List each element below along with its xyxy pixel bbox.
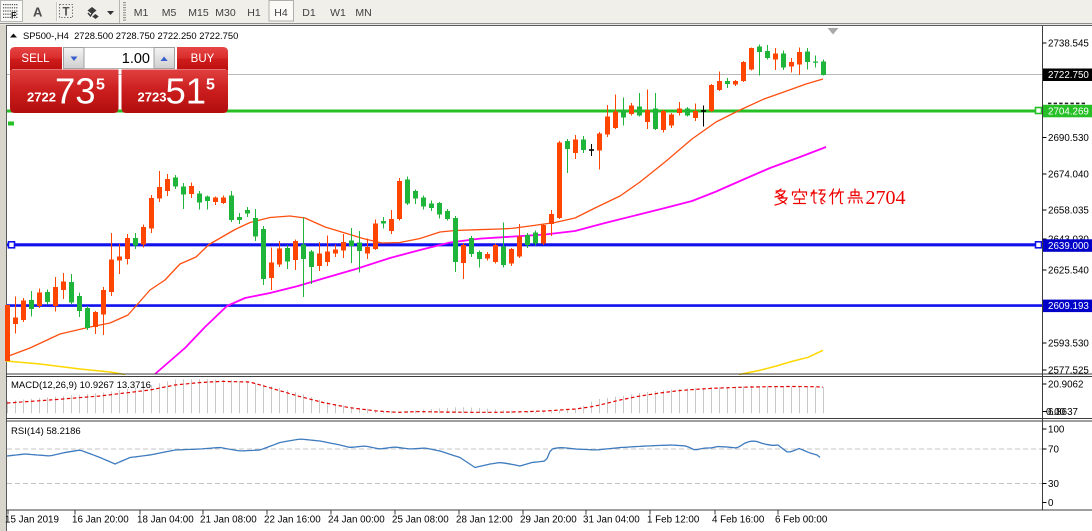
svg-text:2609.193: 2609.193	[1048, 301, 1089, 312]
svg-text:29 Jan 20:00: 29 Jan 20:00	[520, 515, 577, 526]
svg-text:M5: M5	[162, 7, 177, 19]
svg-text:21 Jan 08:00: 21 Jan 08:00	[200, 515, 257, 526]
svg-text:D1: D1	[302, 7, 316, 19]
svg-text:6.8637: 6.8637	[1048, 407, 1078, 418]
svg-text:M15: M15	[188, 7, 209, 19]
svg-text:5: 5	[96, 77, 105, 94]
svg-text:RSI(14) 58.2186: RSI(14) 58.2186	[11, 426, 81, 437]
svg-text:2690.530: 2690.530	[1048, 133, 1089, 144]
svg-text:4 Feb 16:00: 4 Feb 16:00	[712, 515, 765, 526]
svg-text:6 Feb 00:00: 6 Feb 00:00	[775, 515, 828, 526]
svg-text:2639.000: 2639.000	[1048, 241, 1089, 252]
svg-text:MN: MN	[355, 7, 371, 19]
svg-text:A: A	[33, 5, 43, 20]
svg-text:73: 73	[55, 71, 96, 112]
svg-text:MACD(12,26,9) 10.9267 13.3716: MACD(12,26,9) 10.9267 13.3716	[11, 380, 151, 391]
svg-text:24 Jan 00:00: 24 Jan 00:00	[328, 515, 385, 526]
svg-text:1.00: 1.00	[122, 51, 150, 67]
svg-text:2704: 2704	[866, 187, 906, 209]
svg-text:H4: H4	[274, 7, 288, 19]
svg-text:2704.269: 2704.269	[1048, 106, 1089, 117]
svg-text:2723: 2723	[138, 90, 167, 105]
svg-text:H1: H1	[247, 7, 261, 19]
svg-text:2658.035: 2658.035	[1048, 205, 1089, 216]
svg-text:31 Jan 04:00: 31 Jan 04:00	[583, 515, 640, 526]
svg-text:28 Jan 12:00: 28 Jan 12:00	[456, 515, 513, 526]
svg-text:0.00: 0.00	[1046, 407, 1066, 418]
svg-text:W1: W1	[330, 7, 346, 19]
svg-text:1 Feb 12:00: 1 Feb 12:00	[647, 515, 700, 526]
svg-text:2722: 2722	[27, 90, 56, 105]
svg-text:2593.530: 2593.530	[1048, 338, 1089, 349]
svg-text:70: 70	[1048, 444, 1059, 455]
svg-text:2674.040: 2674.040	[1048, 169, 1089, 180]
svg-text:SELL: SELL	[21, 53, 50, 65]
svg-text:30: 30	[1048, 479, 1059, 490]
svg-text:18 Jan 04:00: 18 Jan 04:00	[137, 515, 194, 526]
svg-text:0: 0	[1048, 498, 1054, 509]
svg-text:T: T	[63, 7, 70, 19]
svg-text:F: F	[11, 11, 17, 21]
svg-text:2625.540: 2625.540	[1048, 265, 1089, 276]
svg-text:M1: M1	[134, 7, 149, 19]
svg-text:16 Jan 20:00: 16 Jan 20:00	[72, 515, 129, 526]
svg-text:5: 5	[206, 77, 215, 94]
svg-text:M30: M30	[215, 7, 236, 19]
svg-text:22 Jan 16:00: 22 Jan 16:00	[264, 515, 321, 526]
svg-text:100: 100	[1048, 424, 1065, 435]
svg-text:51: 51	[166, 71, 207, 112]
svg-text:2738.545: 2738.545	[1048, 38, 1089, 49]
svg-text:25 Jan 08:00: 25 Jan 08:00	[392, 515, 449, 526]
svg-text:20.9062: 20.9062	[1048, 379, 1083, 390]
svg-text:BUY: BUY	[191, 53, 215, 65]
svg-text:15 Jan 2019: 15 Jan 2019	[5, 515, 59, 526]
svg-text:2577.525: 2577.525	[1048, 365, 1089, 376]
svg-text:SP500-,H4 2728.500 2728.750 2: SP500-,H4 2728.500 2728.750 2722.250 272…	[23, 30, 238, 41]
svg-text:2722.750: 2722.750	[1048, 70, 1089, 81]
